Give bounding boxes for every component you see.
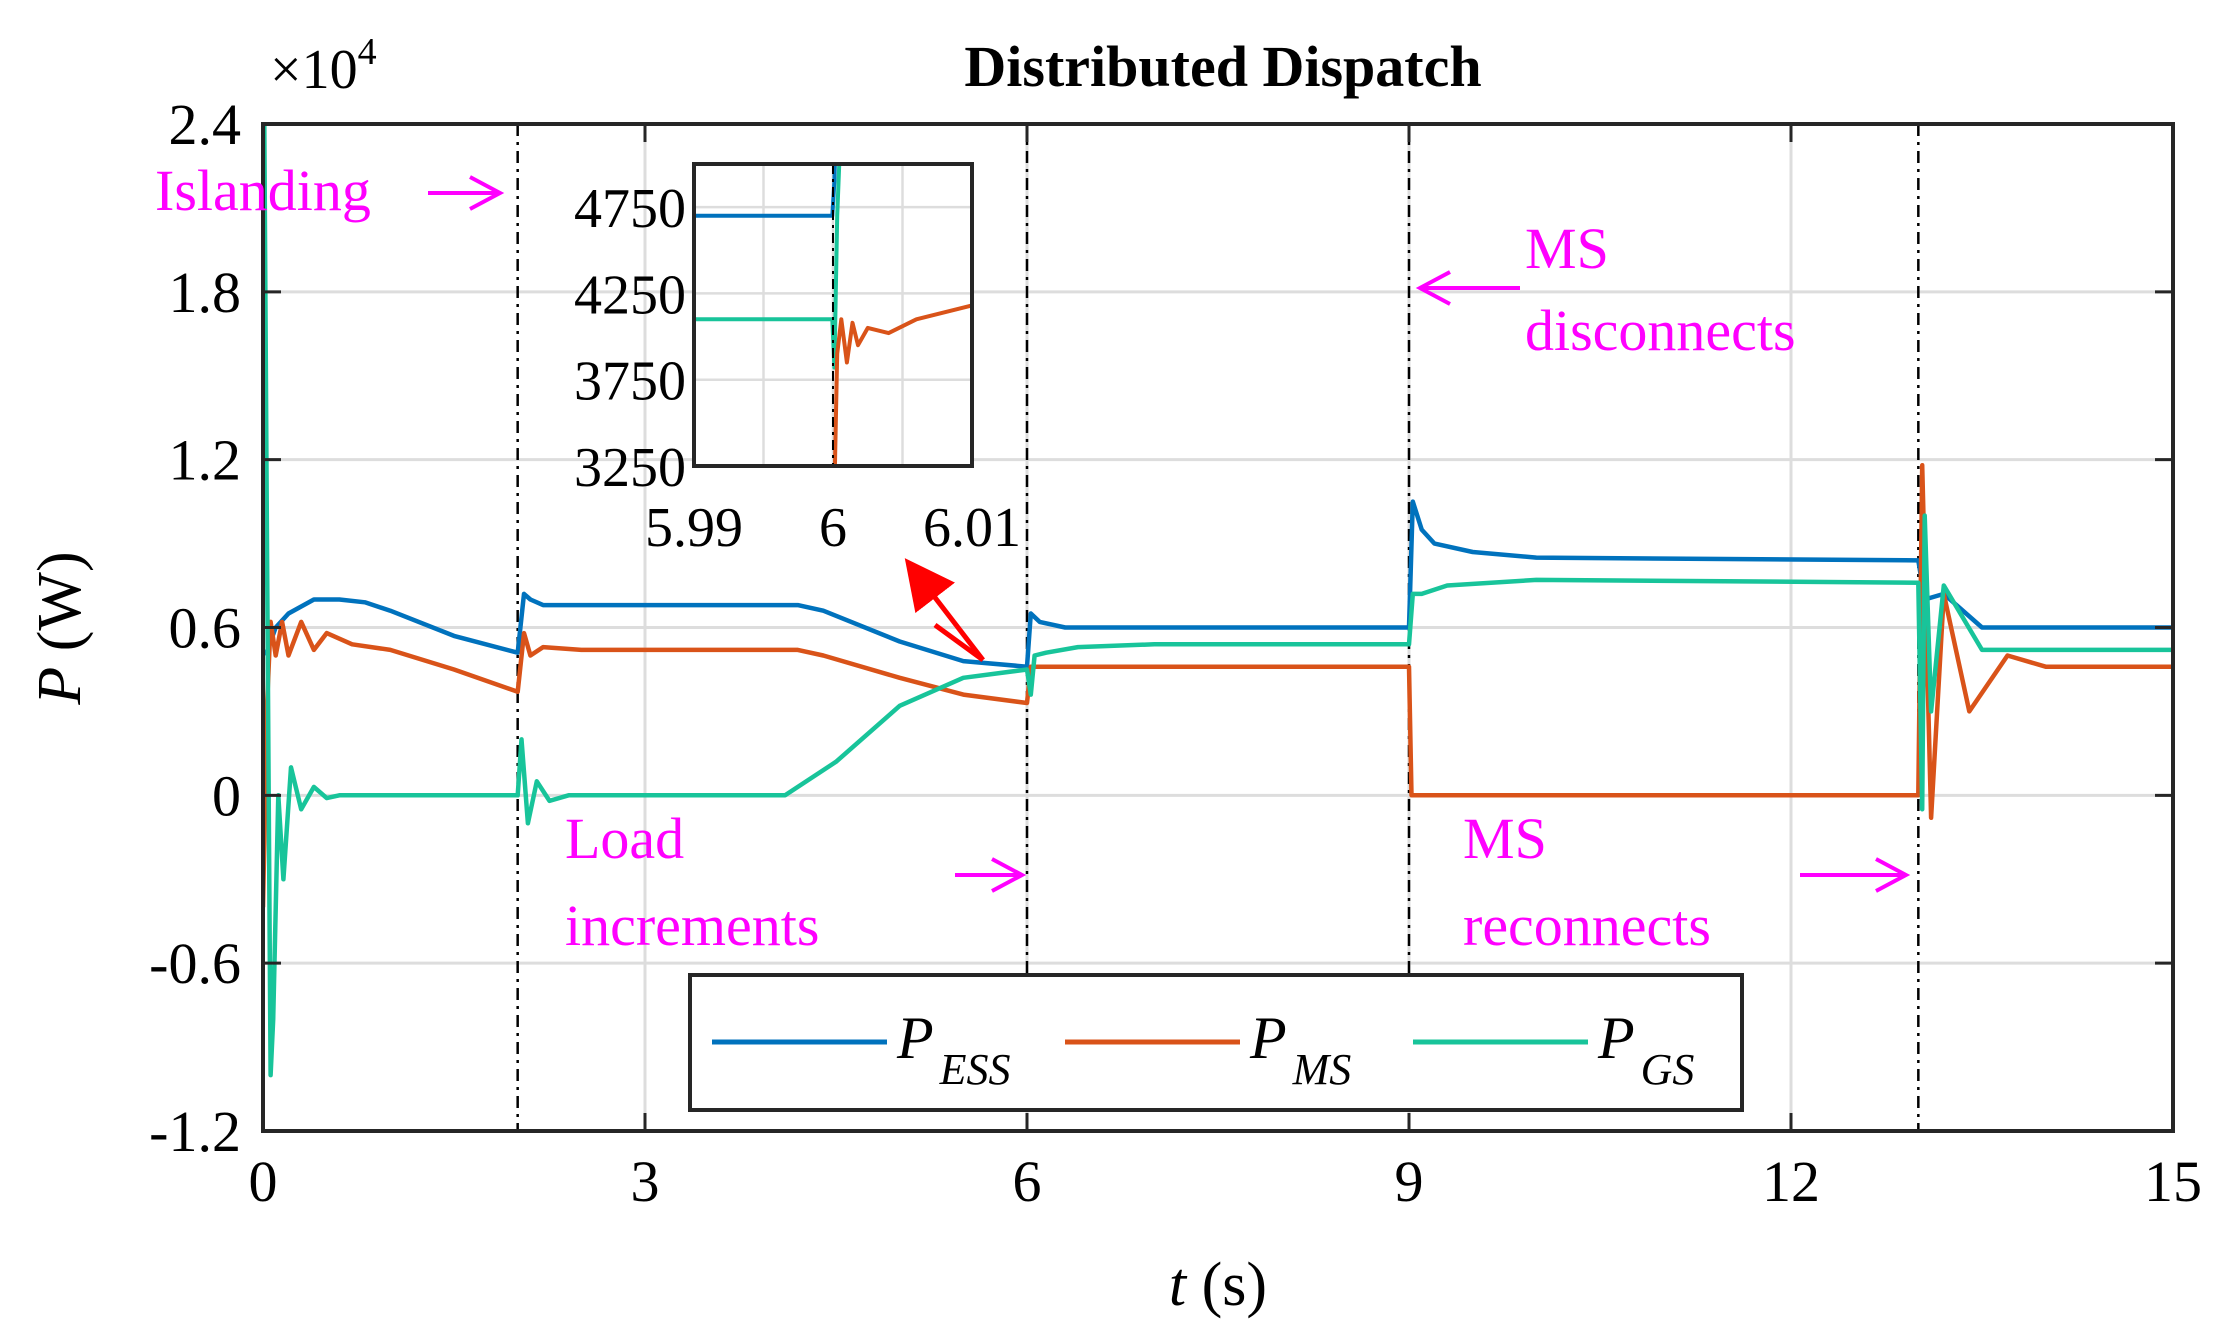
inset-line-gs xyxy=(694,164,842,370)
series-line-ess xyxy=(263,499,2173,669)
x-tick-label: 0 xyxy=(249,1149,278,1214)
svg-text:MS: MS xyxy=(1463,806,1547,871)
inset-x-tick-label: 6 xyxy=(819,497,847,559)
arrow-left-icon xyxy=(1415,270,1520,306)
annotation-islanding: Islanding xyxy=(155,158,505,223)
svg-text:reconnects: reconnects xyxy=(1463,893,1711,958)
x-tick-label: 6 xyxy=(1013,1149,1042,1214)
y-tick-label: 0.6 xyxy=(169,596,242,661)
arrow-right-icon xyxy=(428,175,505,211)
inset-x-tick-label: 6.01 xyxy=(923,497,1021,559)
legend-label-ms: P MS xyxy=(1249,1005,1351,1094)
legend-label-gs: P GS xyxy=(1597,1005,1694,1094)
y-axis-label: P (W) xyxy=(26,551,94,705)
y-tick-label: 1.8 xyxy=(169,260,242,325)
annotation-ms-reconnects: MS reconnects xyxy=(1463,806,1911,958)
annotation-load-increments: Load increments xyxy=(565,806,1027,958)
zoom-arrow-icon xyxy=(904,558,985,663)
y-tick-label: 0 xyxy=(212,763,241,828)
arrow-right-icon xyxy=(955,857,1027,893)
inset-y-tick-label: 3750 xyxy=(574,351,686,413)
inset-y-tick-label: 3250 xyxy=(574,437,686,499)
inset-y-tick-label: 4250 xyxy=(574,264,686,326)
series-lines xyxy=(263,124,2173,1078)
inset-line-ess xyxy=(694,164,837,218)
svg-text:Load: Load xyxy=(565,806,684,871)
x-tick-labels: 0 3 6 9 12 15 xyxy=(249,1149,2203,1214)
svg-text:disconnects: disconnects xyxy=(1525,298,1796,363)
series-line-ms xyxy=(263,463,2173,908)
y-tick-labels: -1.2 -0.6 0 0.6 1.2 1.8 2.4 xyxy=(149,92,241,1164)
arrow-right-icon xyxy=(1800,857,1911,893)
y-tick-label: -1.2 xyxy=(149,1099,241,1164)
svg-text:MS: MS xyxy=(1525,216,1609,281)
inset-x-tick-label: 5.99 xyxy=(645,497,743,559)
inset-lines xyxy=(694,164,972,466)
svg-text:Islanding: Islanding xyxy=(155,158,371,223)
event-lines xyxy=(516,124,1920,1131)
y-tick-label: 1.2 xyxy=(169,428,242,493)
x-tick-label: 3 xyxy=(631,1149,660,1214)
svg-text:increments: increments xyxy=(565,893,819,958)
inset-x-tick-labels: 5.99 6 6.01 xyxy=(645,497,1021,559)
inset-zoom: 4750 4250 3750 3250 5.99 6 6.01 xyxy=(574,162,1021,559)
annotation-ms-disconnects: MS disconnects xyxy=(1415,216,1796,363)
series-line-gs xyxy=(263,124,2173,1078)
x-tick-label: 9 xyxy=(1395,1149,1424,1214)
inset-y-tick-label: 4750 xyxy=(574,178,686,240)
legend-label-ess: P ESS xyxy=(896,1005,1011,1094)
x-tick-label: 12 xyxy=(1762,1149,1820,1214)
y-exponent: ×104 xyxy=(270,31,377,101)
y-tick-label: -0.6 xyxy=(149,931,241,996)
inset-y-tick-labels: 4750 4250 3750 3250 xyxy=(574,178,686,499)
inset-line-ms xyxy=(694,303,972,466)
axes xyxy=(261,122,2175,1133)
chart-title: Distributed Dispatch xyxy=(964,34,1481,99)
y-tick-label: 2.4 xyxy=(169,92,242,157)
x-tick-label: 15 xyxy=(2144,1149,2202,1214)
x-axis-label: t (s) xyxy=(1169,1251,1267,1319)
legend: P ESS P MS P GS xyxy=(688,973,1744,1112)
